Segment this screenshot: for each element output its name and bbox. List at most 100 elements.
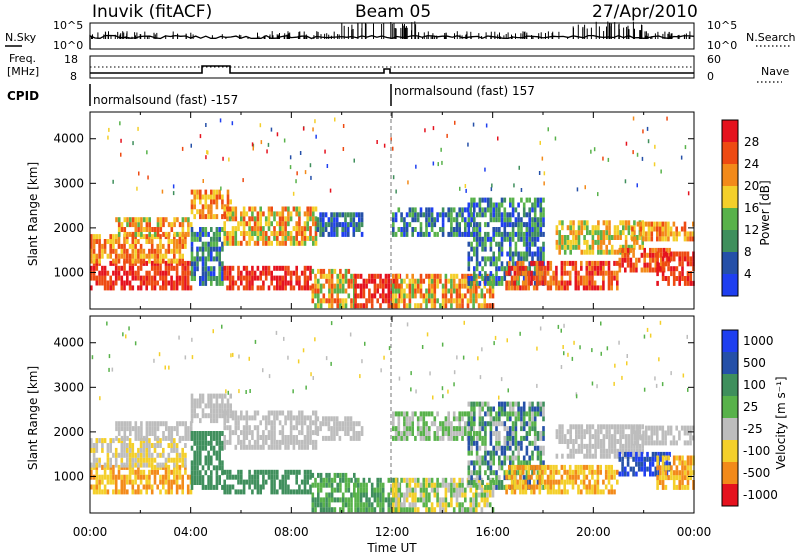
echo-cell bbox=[441, 222, 445, 228]
echo-cell bbox=[538, 479, 542, 485]
echo-cell bbox=[295, 211, 298, 217]
echo-cell bbox=[535, 265, 539, 271]
echo-cell bbox=[199, 276, 202, 281]
echo-cell bbox=[333, 217, 336, 223]
echo-cell bbox=[613, 453, 617, 459]
echo-cell bbox=[101, 474, 104, 480]
echo-cell bbox=[204, 455, 208, 461]
echo-cell bbox=[325, 497, 328, 503]
echo-cell bbox=[544, 479, 547, 485]
echo-cell bbox=[178, 457, 182, 463]
echo-cell bbox=[686, 280, 690, 286]
echo-cell bbox=[560, 474, 564, 480]
nsky-right-tick-bottom: 10^0 bbox=[707, 39, 737, 52]
echo-cell bbox=[519, 489, 522, 495]
echo-cell bbox=[405, 303, 409, 309]
echo-cell bbox=[469, 502, 473, 508]
echo-cell bbox=[140, 231, 143, 237]
echo-cell bbox=[662, 451, 666, 457]
echo-cell bbox=[319, 472, 323, 478]
echo-cell bbox=[109, 285, 112, 291]
power-colorbar-tick: 28 bbox=[744, 135, 759, 149]
echo-cell bbox=[458, 227, 461, 232]
echo-cell bbox=[506, 236, 509, 242]
echo-cell bbox=[156, 421, 160, 427]
echo-cell bbox=[229, 199, 232, 205]
echo-cell bbox=[439, 482, 442, 488]
echo-cell bbox=[347, 502, 351, 508]
echo-cell bbox=[359, 482, 363, 488]
echo-cell bbox=[359, 288, 363, 294]
echo-cell bbox=[572, 443, 575, 449]
echo-cell bbox=[95, 443, 99, 448]
echo-cell bbox=[538, 464, 542, 470]
echo-cell bbox=[473, 202, 476, 208]
echo-cell bbox=[330, 212, 333, 218]
echo-cell bbox=[403, 507, 406, 513]
echo-cell bbox=[597, 439, 600, 444]
echo-cell bbox=[509, 406, 512, 412]
echo-cell bbox=[577, 464, 580, 470]
echo-cell bbox=[633, 448, 636, 454]
echo-cell bbox=[333, 298, 337, 304]
echo-cell bbox=[123, 443, 126, 448]
echo-cell bbox=[330, 303, 334, 309]
echo-cell bbox=[400, 435, 403, 441]
echo-cell bbox=[201, 209, 205, 215]
echo-cell bbox=[142, 217, 146, 223]
echo-cell bbox=[311, 268, 315, 274]
echo-cell bbox=[226, 270, 229, 276]
echo-cell bbox=[473, 251, 476, 257]
echo-cell bbox=[309, 484, 312, 490]
power-colorbar-tick: 24 bbox=[744, 157, 759, 171]
echo-cell bbox=[513, 265, 517, 271]
echo-cell bbox=[511, 421, 515, 427]
echo-cell bbox=[117, 452, 121, 458]
echo-cell bbox=[218, 450, 221, 456]
echo-cell bbox=[98, 248, 101, 254]
echo-cell bbox=[381, 502, 385, 508]
echo-cell bbox=[298, 420, 301, 426]
echo-cell bbox=[631, 435, 634, 441]
echo-cell bbox=[278, 265, 282, 271]
echo-cell bbox=[527, 474, 530, 480]
echo-cell bbox=[251, 142, 254, 147]
echo-cell bbox=[357, 492, 360, 498]
echo-cell bbox=[594, 429, 597, 435]
echo-cell bbox=[660, 456, 663, 462]
echo-cell bbox=[370, 298, 374, 304]
echo-cell bbox=[669, 231, 673, 237]
echo-cell bbox=[626, 451, 630, 457]
echo-cell bbox=[577, 225, 581, 231]
echo-cell bbox=[524, 265, 528, 271]
echo-cell bbox=[466, 507, 470, 513]
power-colorbar-tick: 20 bbox=[744, 179, 759, 193]
echo-cell bbox=[541, 469, 544, 475]
echo-cell bbox=[145, 275, 148, 281]
echo-cell bbox=[654, 144, 656, 149]
echo-cell bbox=[245, 285, 249, 291]
echo-cell bbox=[339, 268, 342, 274]
echo-cell bbox=[262, 484, 265, 490]
echo-cell bbox=[221, 280, 224, 286]
echo-cell bbox=[455, 435, 459, 441]
echo-cell bbox=[656, 221, 659, 227]
echo-cell bbox=[137, 435, 140, 441]
echo-cell bbox=[248, 231, 251, 236]
echo-cell bbox=[295, 489, 298, 495]
echo-cell bbox=[489, 431, 493, 436]
echo-cell bbox=[228, 280, 232, 286]
echo-cell bbox=[503, 484, 507, 490]
echo-cell bbox=[586, 230, 589, 236]
echo-cell bbox=[580, 469, 583, 475]
echo-cell bbox=[635, 456, 638, 462]
echo-cell bbox=[419, 222, 423, 228]
echo-cell bbox=[175, 484, 179, 490]
echo-cell bbox=[473, 266, 476, 272]
echo-cell bbox=[405, 416, 409, 422]
echo-cell bbox=[464, 507, 467, 513]
echo-cell bbox=[670, 271, 673, 277]
echo-cell bbox=[430, 502, 434, 508]
echo-cell bbox=[311, 507, 315, 513]
echo-cell bbox=[298, 216, 301, 222]
